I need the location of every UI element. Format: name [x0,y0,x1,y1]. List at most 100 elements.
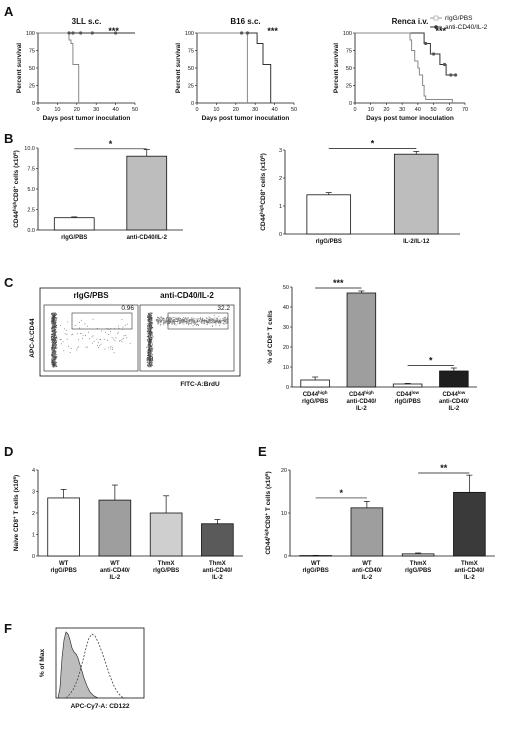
event-dot [223,322,225,324]
flow-x-axis-label: FITC-A:BrdU [180,381,220,388]
event-dot [157,323,159,325]
event-dot [56,356,58,358]
y-axis-label: Naive CD8+ T cells (x106) [12,475,21,551]
event-dot [55,351,57,353]
event-dot [162,319,164,321]
event-dot [125,335,127,336]
censor-marker [449,73,453,77]
flow-plot-title: anti-CD40/IL-2 [160,291,214,300]
flow-plot-frame [43,304,139,372]
event-dot [151,364,153,366]
event-dot [149,358,152,360]
event-dot [52,324,54,326]
event-dot [54,314,56,317]
category-label: IL-2 [110,575,121,581]
event-dot [193,321,194,323]
event-dot [149,325,151,327]
event-dot [149,339,152,341]
category-label: WT [311,561,321,567]
event-dot [149,344,151,346]
censor-marker [114,31,118,35]
event-dot [146,357,148,359]
event-dot [195,318,197,320]
event-dot [160,324,162,326]
event-dot [157,322,159,324]
event-dot [117,331,119,333]
event-dot [146,346,148,348]
event-dot [209,320,211,322]
event-dot [55,318,58,320]
event-dot [55,325,57,327]
event-dot [210,317,212,319]
event-dot [211,319,213,321]
event-dot [218,321,220,323]
event-dot [192,324,194,326]
x-tick-label: 30 [252,107,258,113]
event-dot [158,322,159,324]
event-dot [200,316,202,318]
event-dot [189,320,191,321]
event-dot [192,319,194,321]
event-dot [54,337,56,339]
category-label: rIgG/PBS [316,239,342,245]
event-dot [54,320,56,323]
event-dot [52,319,54,321]
event-dot [52,337,54,339]
legend-marker-treated [434,25,438,29]
event-dot [78,339,79,341]
event-dot [225,319,227,321]
panel-label-d: D [4,444,13,459]
category-label: rIgG/PBS [153,568,179,574]
event-dot [78,346,79,348]
legend-label-control: rIgG/PBS [445,15,473,22]
event-dot [107,339,108,341]
event-dot [179,318,181,320]
event-dot [193,317,195,319]
event-dot [218,316,220,317]
event-dot [183,317,185,318]
y-tick-label: 10 [281,511,287,517]
bar [350,507,384,557]
event-dot [213,320,215,322]
legend-marker-control [433,15,439,21]
y-axis-label: Percent survival [333,43,340,93]
x-tick-label: 0 [36,107,39,113]
event-dot [170,317,172,319]
event-dot [225,322,227,324]
event-dot [151,319,153,321]
event-dot [121,339,123,341]
significance-marker: ** [440,463,448,473]
event-dot [149,332,152,334]
y-tick-label: 1 [32,533,35,539]
event-dot [55,363,57,365]
event-dot [151,345,153,347]
x-axis-label: Days post tumor inoculation [202,115,290,122]
event-dot [55,322,57,324]
event-dot [193,320,195,322]
event-dot [147,327,149,329]
event-dot [51,353,53,356]
significance-marker: *** [267,26,278,36]
event-dot [55,361,57,363]
event-dot [177,318,179,320]
event-dot [220,321,221,323]
event-dot [213,314,215,316]
event-dot [189,318,191,320]
censor-marker [431,52,436,56]
event-dot [53,335,55,337]
event-dot [147,341,149,343]
event-dot [98,347,100,349]
event-dot [155,320,157,322]
event-dot [173,322,175,324]
event-dot [212,319,214,321]
panel-label-c: C [4,275,14,290]
event-dot [148,356,150,358]
event-dot [150,314,152,316]
category-label: anti-CD40/ [455,568,485,574]
y-tick-label: 100 [26,31,35,37]
category-label: anti-CD40/IL-2 [127,235,168,241]
category-label: WT [110,561,120,567]
event-dot [150,315,152,317]
category-label: anti-CD40/ [347,399,377,405]
event-dot [157,317,159,318]
